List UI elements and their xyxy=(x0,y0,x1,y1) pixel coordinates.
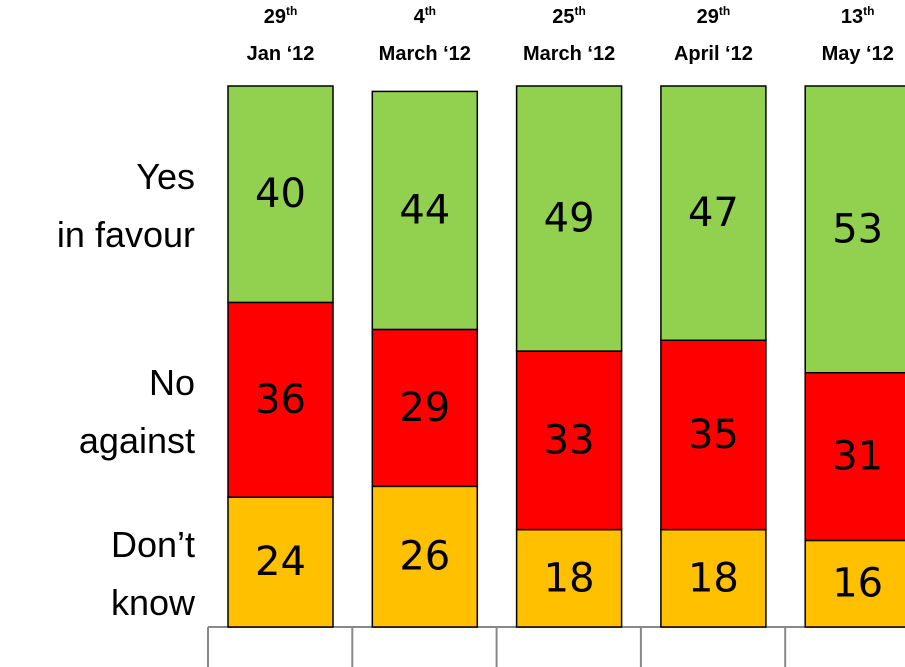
bar-segment xyxy=(371,90,479,331)
value-label: 49 xyxy=(544,196,595,242)
value-label: 53 xyxy=(832,206,883,252)
value-label: 36 xyxy=(255,377,306,423)
bar-segment xyxy=(804,85,905,374)
value-label: 40 xyxy=(255,171,306,217)
bar-segment xyxy=(227,301,334,498)
bar-segment xyxy=(515,350,623,531)
value-label: 18 xyxy=(544,555,595,601)
bar-segment xyxy=(515,85,623,352)
value-label: 16 xyxy=(832,561,883,607)
category-label: 25th March ‘12 xyxy=(523,4,615,65)
bar-segment xyxy=(227,85,334,304)
bar-segment xyxy=(660,339,767,531)
category-label: 4th March ‘12 xyxy=(379,4,471,65)
value-label: 18 xyxy=(688,555,739,601)
value-label: 33 xyxy=(544,417,595,463)
value-label: 29 xyxy=(399,385,450,431)
category-label: 13th May ‘12 xyxy=(822,4,894,65)
series-label: No against xyxy=(79,361,195,460)
bar-segment xyxy=(804,371,905,542)
bar-segment xyxy=(515,528,623,628)
value-label: 24 xyxy=(255,539,306,585)
value-label: 44 xyxy=(399,187,450,233)
bar-segment xyxy=(660,85,767,342)
bar-segment xyxy=(660,528,767,628)
value-label: 31 xyxy=(832,434,883,480)
category-label: 29th April ‘12 xyxy=(674,4,753,65)
series-label: Don’t know xyxy=(111,524,196,623)
value-label: 35 xyxy=(688,412,739,458)
category-label: 29th Jan ‘12 xyxy=(247,4,315,65)
bar-segment xyxy=(227,496,334,628)
series-label: Yes in favour xyxy=(57,156,195,255)
value-label: 47 xyxy=(688,190,739,236)
bar-segment xyxy=(371,328,479,488)
value-label: 26 xyxy=(399,534,450,580)
bar-segment xyxy=(804,539,905,628)
